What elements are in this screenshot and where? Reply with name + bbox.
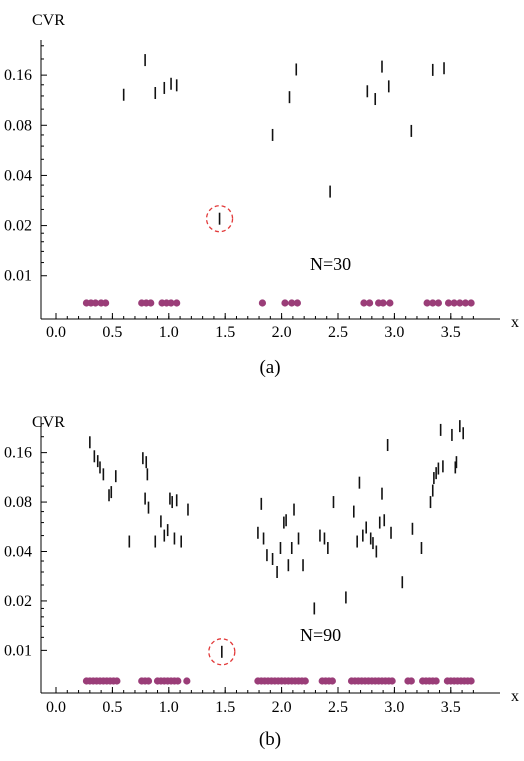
sample-dot (293, 299, 301, 307)
y-tick-label: 0.04 (4, 167, 32, 184)
y-tick-label: 0.04 (4, 543, 32, 560)
y-axis-label: CVR (32, 12, 65, 29)
x-tick-label: 1.5 (215, 324, 235, 341)
sample-dot (301, 677, 309, 685)
x-tick-label: 3.5 (441, 324, 461, 341)
x-tick-label: 2.0 (272, 324, 292, 341)
x-tick-label: 3.0 (384, 324, 404, 341)
x-tick-label: 0.5 (102, 324, 122, 341)
sample-dot (386, 299, 394, 307)
y-tick-label: 0.01 (4, 642, 32, 659)
sample-dot (450, 299, 458, 307)
sample-dot (167, 299, 175, 307)
sample-dot (432, 677, 440, 685)
sample-dot (102, 299, 110, 307)
y-tick-label: 0.02 (4, 593, 32, 610)
n-annotation: N=90 (300, 625, 341, 645)
y-tick-label: 0.16 (4, 445, 32, 462)
chart-panel-b: CVR x N=90 (b) 0.0 0.5 1.0 1.5 2.0 2.5 3.0 3.5 0… (4, 414, 519, 750)
x-tick-label: 0.0 (46, 324, 66, 341)
sample-dot (379, 299, 387, 307)
x-tick-label: 0.5 (102, 699, 122, 716)
y-tick-label: 0.08 (4, 494, 32, 511)
x-tick-label: 2.0 (272, 699, 292, 716)
n-annotation: N=30 (310, 254, 351, 274)
sample-dot (434, 299, 442, 307)
sample-dot (456, 299, 464, 307)
highlight-circle (205, 205, 234, 233)
sample-dot (467, 677, 475, 685)
sample-dot (388, 677, 396, 685)
sample-dot (444, 299, 453, 307)
sample-dot (144, 677, 153, 685)
x-axis-label: x (511, 314, 519, 331)
x-tick-label: 1.0 (159, 699, 179, 716)
y-tick-label: 0.08 (4, 117, 32, 134)
chart-panel-a: CVR x N=30 (a) 0.0 0.5 1.0 1.5 2.0 2.5 3.0 3.5 0… (4, 12, 519, 378)
x-tick-label: 3.0 (384, 699, 404, 716)
highlight-circle (208, 638, 236, 666)
y-tick-label: 0.16 (4, 67, 32, 84)
x-axis-label: x (511, 688, 519, 705)
sample-dot (407, 677, 415, 685)
y-axis-label: CVR (32, 414, 65, 431)
sample-dot (173, 299, 181, 307)
x-tick-label: 3.5 (441, 699, 461, 716)
y-tick-label: 0.01 (4, 268, 32, 285)
sample-dot (281, 299, 289, 307)
sample-dot (423, 299, 431, 307)
panel-caption: (b) (259, 729, 281, 750)
x-tick-label: 0.0 (46, 699, 66, 716)
sample-dot (183, 677, 191, 685)
panel-caption: (a) (259, 357, 280, 378)
sample-dot (429, 299, 437, 307)
sample-dot (360, 299, 368, 307)
sample-dot (113, 677, 121, 685)
sample-dot (174, 677, 182, 685)
sample-dot (365, 299, 374, 307)
x-tick-label: 2.5 (328, 699, 348, 716)
x-tick-label: 1.5 (215, 699, 235, 716)
sample-dot (328, 677, 336, 685)
sample-dot (147, 299, 155, 307)
x-tick-label: 2.5 (328, 324, 348, 341)
x-tick-label: 1.0 (159, 324, 179, 341)
sample-dot (288, 299, 296, 307)
sample-dot (91, 299, 100, 307)
y-tick-label: 0.02 (4, 218, 32, 235)
sample-dot (258, 299, 267, 307)
sample-dot (467, 299, 475, 307)
sample-dot (461, 299, 470, 307)
